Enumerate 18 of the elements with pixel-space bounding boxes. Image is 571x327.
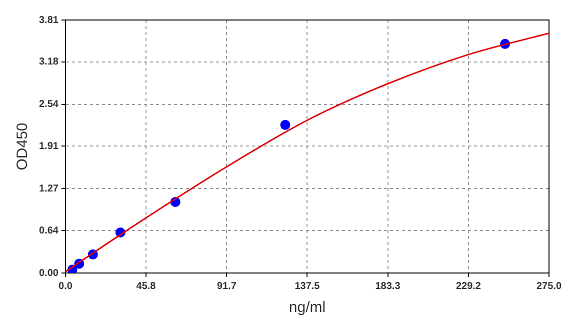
x-axis-title: ng/ml	[288, 299, 326, 316]
y-axis-title: OD450	[14, 122, 32, 170]
y-tick-label: 3.81	[38, 14, 59, 26]
y-tick-label: 0.64	[38, 225, 59, 236]
point	[280, 120, 290, 130]
y-tick-label: 1.27	[38, 183, 59, 194]
x-tick-label: 137.5	[294, 280, 320, 292]
y-tick-label: 0.00	[38, 268, 59, 279]
x-tick-label: 0.0	[58, 280, 73, 292]
y-tick-label: 3.18	[38, 56, 59, 68]
x-tick-label: 275.0	[536, 280, 562, 292]
y-tick-label: 1.91	[38, 140, 59, 152]
x-tick-label: 229.2	[456, 280, 482, 292]
x-tick-label: 45.8	[136, 280, 156, 292]
x-tick-label: 183.3	[375, 280, 401, 292]
x-tick-label: 91.7	[216, 280, 237, 292]
y-tick-label: 2.54	[38, 99, 59, 110]
line-series	[65, 32, 549, 272]
